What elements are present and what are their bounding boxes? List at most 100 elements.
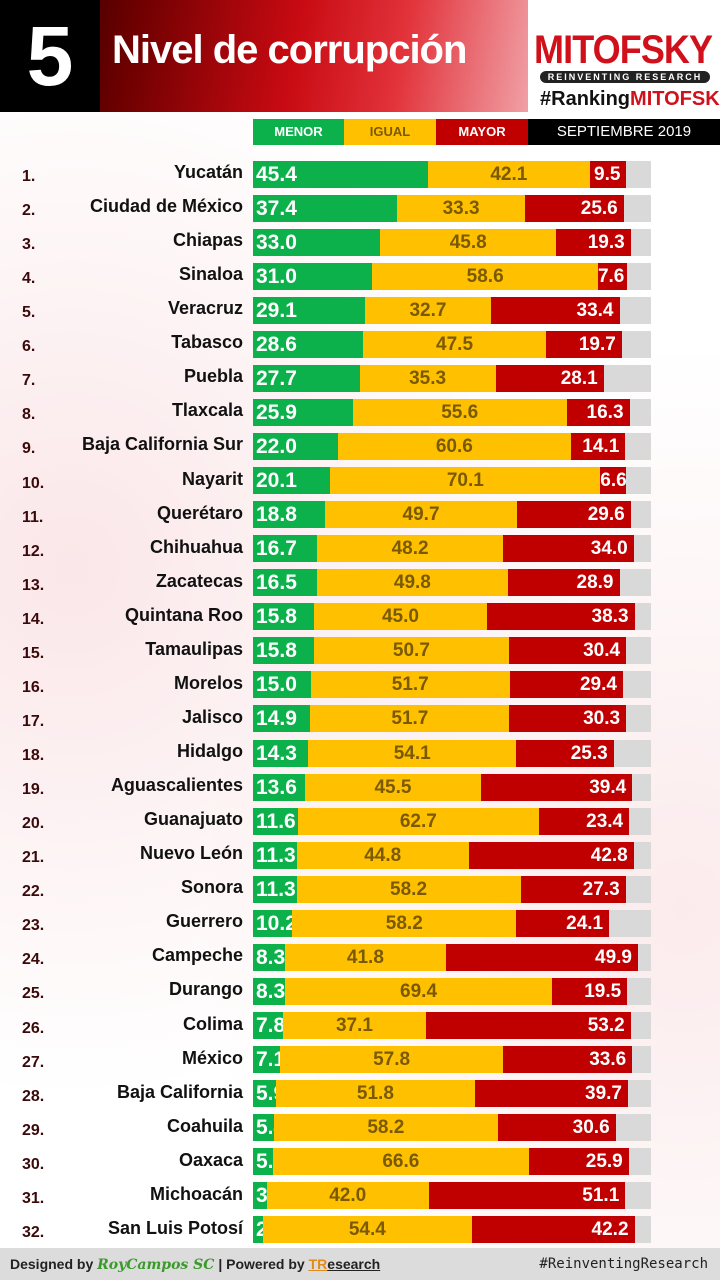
category-label: Nuevo León <box>139 843 243 864</box>
logo-tagline: REINVENTING RESEARCH <box>540 71 710 83</box>
bar-menor: 45.4 <box>253 160 428 188</box>
bar-menor: 29.1 <box>253 296 366 324</box>
category-label: Ciudad de México <box>89 196 243 217</box>
bar-menor: 15.8 <box>253 637 314 665</box>
bar-mayor: 39.7 <box>475 1080 628 1108</box>
rank-number: 23. <box>22 917 45 935</box>
esearch-text: esearch <box>327 1256 381 1272</box>
designed-by-label: Designed by <box>10 1256 94 1272</box>
designer-name: RoyCampos SC <box>97 1257 215 1273</box>
bar-igual: 57.8 <box>280 1046 503 1074</box>
category-label: Sonora <box>180 877 243 898</box>
category-label: Veracruz <box>167 298 243 319</box>
rank-number: 15. <box>22 644 45 662</box>
bar-menor: 22.0 <box>253 432 338 460</box>
rank-number: 24. <box>22 951 45 969</box>
rank-number: 16. <box>22 678 45 696</box>
bar-igual: 54.1 <box>308 739 517 767</box>
bar-mayor: 39.4 <box>480 773 633 801</box>
rank-number: 30. <box>22 1155 45 1173</box>
footer-hashtag: #ReinventingResearch <box>539 1256 708 1272</box>
rank-number: 8. <box>22 406 36 424</box>
rank-number: 31. <box>22 1189 45 1207</box>
bar-mayor: 19.3 <box>556 228 631 256</box>
tresearch-link[interactable]: TResearch <box>309 1256 381 1272</box>
bar-igual: 45.5 <box>305 773 481 801</box>
rank-number: 11. <box>22 508 44 526</box>
bar-mayor: 30.4 <box>509 637 627 665</box>
category-label: Zacatecas <box>155 570 243 591</box>
category-label: Aguascalientes <box>110 775 243 796</box>
chart-number: 5 <box>0 0 100 112</box>
legend-menor: MENOR <box>253 119 344 145</box>
category-label: Campeche <box>151 945 243 966</box>
rank-number: 2. <box>22 202 36 220</box>
page-title: Nivel de corrupción <box>112 28 467 72</box>
rank-number: 3. <box>22 236 36 254</box>
powered-by-label: Powered by <box>226 1256 305 1272</box>
bar-mayor: 27.3 <box>520 875 626 903</box>
bar-igual: 47.5 <box>363 330 546 358</box>
rank-number: 27. <box>22 1053 45 1071</box>
category-label: Puebla <box>183 366 243 387</box>
bar-mayor: 25.9 <box>529 1148 629 1176</box>
bar-mayor: 19.7 <box>545 330 622 358</box>
bar-mayor: 33.6 <box>502 1046 633 1074</box>
logo-word: MITOFSKY <box>534 28 713 72</box>
bar-menor: 11.6 <box>253 807 298 835</box>
bar-mayor: 19.5 <box>552 977 628 1005</box>
bar-igual: 48.2 <box>317 535 503 563</box>
bar-igual: 41.8 <box>284 943 446 971</box>
rank-number: 21. <box>22 849 45 867</box>
bar-menor: 11.3 <box>253 875 297 903</box>
category-label: Chihuahua <box>150 536 243 557</box>
category-label: Yucatán <box>173 162 243 182</box>
category-label: Morelos <box>173 672 243 693</box>
category-label: Guerrero <box>165 911 243 932</box>
category-label: Querétaro <box>156 502 243 523</box>
bar-mayor: 34.0 <box>502 535 634 563</box>
bar-igual: 58.2 <box>296 875 521 903</box>
category-label: Guanajuato <box>143 809 243 830</box>
bar-igual: 60.6 <box>337 432 571 460</box>
credits: Designed by RoyCampos SC | Powered by TR… <box>10 1248 380 1281</box>
bar-mayor: 28.1 <box>495 364 604 392</box>
rank-number: 10. <box>22 474 45 492</box>
rank-number: 12. <box>22 542 45 560</box>
bar-igual: 50.7 <box>313 637 510 665</box>
bar-menor: 14.3 <box>253 739 309 767</box>
bar-mayor: 14.1 <box>571 432 626 460</box>
bar-mayor: 25.3 <box>516 739 614 767</box>
bar-mayor: 25.6 <box>525 194 624 222</box>
bar-mayor: 38.3 <box>487 603 635 631</box>
bar-menor: 37.4 <box>253 194 397 222</box>
rank-number: 32. <box>22 1223 45 1241</box>
category-label: Oaxaca <box>178 1149 243 1170</box>
bar-mayor: 30.6 <box>497 1114 616 1142</box>
category-label: México <box>181 1047 243 1068</box>
bar-igual: 37.1 <box>283 1012 426 1039</box>
category-label: Colima <box>182 1013 243 1034</box>
bar-mayor: 9.5 <box>589 160 627 188</box>
category-label: Jalisco <box>181 706 243 727</box>
bar-mayor: 42.8 <box>468 841 634 869</box>
rank-number: 29. <box>22 1121 45 1139</box>
legend-igual: IGUAL <box>344 119 436 145</box>
bar-mayor: 29.4 <box>509 671 623 699</box>
bar-igual: 69.4 <box>284 977 553 1005</box>
category-label: Tamaulipas <box>145 638 243 659</box>
rank-number: 19. <box>22 781 45 799</box>
category-label: Nayarit <box>181 468 243 489</box>
category-label: Quintana Roo <box>125 604 243 625</box>
rank-number: 1. <box>22 168 36 185</box>
ranking-hashtag: #RankingMITOFSKY <box>540 88 720 111</box>
bar-igual: 62.7 <box>297 807 540 835</box>
category-label: Hidalgo <box>177 741 243 762</box>
bar-mayor: 30.3 <box>509 705 627 733</box>
bar-menor: 11.3 <box>253 841 297 869</box>
bar-menor: 10.2 <box>253 909 297 937</box>
category-label: Durango <box>169 979 243 1000</box>
bar-igual: 58.2 <box>292 909 517 937</box>
bar-mayor: 53.2 <box>425 1012 631 1039</box>
bar-igual: 54.4 <box>262 1216 473 1244</box>
